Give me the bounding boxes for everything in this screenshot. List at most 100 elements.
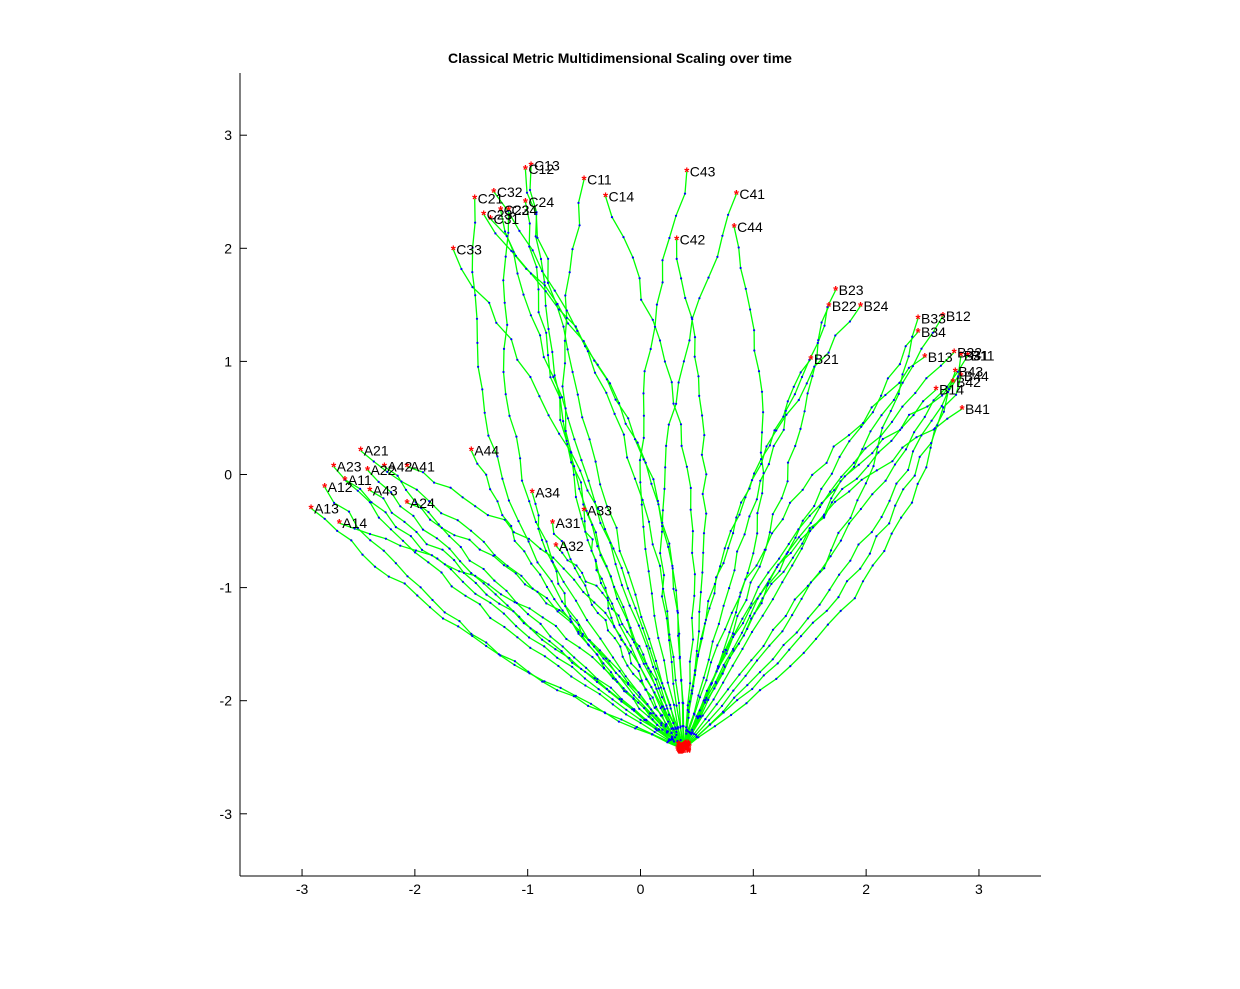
sample-dot-C43 <box>655 303 659 306</box>
sample-dot-C44 <box>756 511 759 515</box>
point-label-A31: A31 <box>556 515 581 531</box>
sample-dot-B43 <box>795 631 798 634</box>
sample-dot-C32 <box>674 679 677 682</box>
sample-dot-B32 <box>722 663 725 667</box>
sample-dot-C11 <box>580 517 583 520</box>
sample-dot-A32 <box>601 591 604 595</box>
sample-dot-C32 <box>672 655 675 659</box>
sample-dot-A32 <box>638 645 641 648</box>
sample-dot-B34 <box>794 536 797 539</box>
sample-dot-A14 <box>660 724 663 727</box>
sample-dot-C31 <box>680 679 683 682</box>
sample-dot-B44 <box>868 552 872 555</box>
sample-dot-C44 <box>698 709 701 712</box>
sample-dot-C43 <box>657 636 660 640</box>
sample-dot-A34 <box>647 715 650 718</box>
sample-dot-C23 <box>543 284 546 287</box>
sample-dot-A44 <box>643 707 646 710</box>
sample-dot-C24 <box>565 439 568 442</box>
sample-dot-C34 <box>652 712 655 715</box>
sample-dot-B44 <box>955 393 958 396</box>
sample-dot-B24 <box>685 729 688 732</box>
sample-dot-C43 <box>672 703 676 706</box>
sample-dot-B44 <box>695 735 698 739</box>
sample-dot-B11 <box>904 448 908 451</box>
sample-dot-C32 <box>647 520 651 523</box>
sample-dot-C24 <box>549 376 552 379</box>
sample-dot-B12 <box>722 681 725 684</box>
sample-dot-A44 <box>611 677 615 680</box>
x-tick-label: -2 <box>409 881 422 897</box>
sample-dot-A44 <box>577 632 580 635</box>
point-label-B41: B41 <box>965 401 990 417</box>
sample-dot-C34 <box>551 561 555 564</box>
sample-dot-B31 <box>853 597 856 600</box>
sample-dot-C44 <box>722 650 725 653</box>
sample-dot-C22 <box>674 727 678 730</box>
sample-dot-A24 <box>514 572 517 575</box>
sample-dot-B23 <box>823 324 826 327</box>
sample-dot-B23 <box>782 428 785 431</box>
sample-dot-A33 <box>624 643 627 646</box>
sample-dot-C42 <box>700 453 704 456</box>
sample-dot-C21 <box>477 365 480 368</box>
sample-dot-B22 <box>794 444 797 448</box>
sample-dot-A24 <box>577 630 580 633</box>
endpoint-marker-A11: * <box>342 473 348 488</box>
sample-dot-A44 <box>561 609 564 612</box>
sample-dot-B32 <box>705 696 708 700</box>
sample-dot-B43 <box>857 543 860 546</box>
sample-dot-C42 <box>698 610 701 613</box>
sample-dot-C41 <box>727 213 730 216</box>
sample-dot-A13 <box>499 654 502 657</box>
sample-dot-C44 <box>759 451 763 454</box>
sample-dot-A12 <box>527 670 530 673</box>
sample-dot-B44 <box>811 621 815 624</box>
sample-dot-C21 <box>507 499 510 502</box>
sample-dot-A31 <box>676 739 679 743</box>
sample-dot-B11 <box>859 507 863 511</box>
sample-dot-C12 <box>562 325 565 328</box>
sample-dot-A21 <box>545 597 549 600</box>
x-tick-label: 3 <box>975 881 983 897</box>
sample-dot-B44 <box>799 635 803 638</box>
sample-dot-A13 <box>543 680 546 683</box>
sample-dot-A11 <box>557 664 560 668</box>
sample-dot-B23 <box>759 479 762 482</box>
sample-dot-B13 <box>705 679 708 682</box>
sample-dot-B14 <box>912 414 915 417</box>
sample-dot-A42 <box>404 488 408 491</box>
sample-dot-A41 <box>620 638 623 641</box>
sample-dot-C11 <box>561 385 564 388</box>
sample-dot-A34 <box>595 653 598 656</box>
sample-dot-C23 <box>494 232 497 235</box>
start-marker-A21: * <box>686 745 692 760</box>
sample-dot-A14 <box>368 532 372 536</box>
sample-dot-B34 <box>886 377 890 380</box>
sample-dot-C41 <box>665 444 668 447</box>
sample-dot-A12 <box>419 586 422 589</box>
start-marker-C42: * <box>676 738 682 753</box>
sample-dot-B22 <box>786 480 789 483</box>
sample-dot-A32 <box>631 638 634 641</box>
sample-dot-C32 <box>553 289 556 292</box>
sample-dot-B42 <box>820 501 823 505</box>
sample-dot-A32 <box>606 599 610 602</box>
sample-dot-B31 <box>758 689 762 692</box>
sample-dot-B21 <box>760 458 763 461</box>
start-marker-C12: * <box>679 740 685 755</box>
sample-dot-C33 <box>569 450 572 453</box>
point-label-A34: A34 <box>535 485 560 501</box>
sample-dot-B13 <box>825 461 828 464</box>
sample-dot-C41 <box>707 276 710 279</box>
sample-dot-B34 <box>742 634 746 637</box>
sample-dot-B21 <box>735 516 738 519</box>
sample-dot-B42 <box>733 633 736 636</box>
sample-dot-C22 <box>614 563 617 566</box>
sample-dot-C22 <box>628 604 631 607</box>
sample-dot-A41 <box>593 601 596 604</box>
sample-dot-B42 <box>787 542 790 546</box>
sample-dot-B24 <box>805 382 808 385</box>
endpoint-marker-C31: * <box>488 212 494 227</box>
sample-dot-C42 <box>702 532 706 535</box>
